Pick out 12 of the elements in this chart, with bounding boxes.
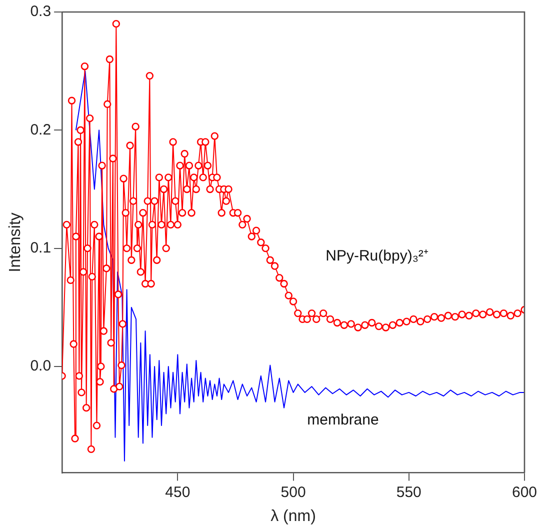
x-tick-label: 600 [512,484,537,501]
x-tick-label: 450 [165,484,190,501]
x-axis-title: λ (nm) [270,508,316,525]
y-tick-label: 0.2 [30,121,52,138]
x-tick-label: 500 [280,484,306,501]
series-label: membrane [307,411,379,428]
y-tick-label: 0.1 [30,239,52,256]
y-axis-title: Intensity [7,212,24,272]
text: NPy-Ru(bpy)₃²⁺ [326,247,428,264]
y-tick-label: 0.0 [30,358,52,375]
x-tick-label: 550 [396,484,422,501]
y-tick-label: 0.3 [30,3,52,20]
